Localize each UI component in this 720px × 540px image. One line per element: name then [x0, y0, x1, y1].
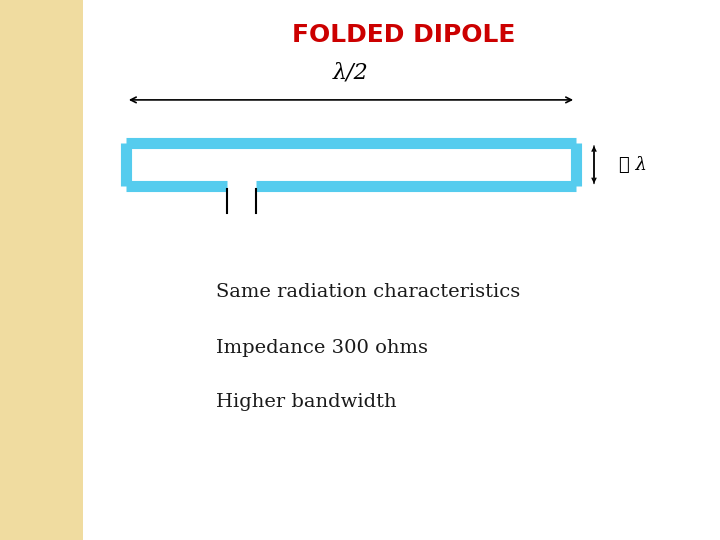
Text: Higher bandwidth: Higher bandwidth — [216, 393, 397, 411]
Text: ≪ λ: ≪ λ — [619, 156, 647, 174]
Text: Same radiation characteristics: Same radiation characteristics — [216, 282, 521, 301]
Text: λ/2: λ/2 — [333, 62, 369, 84]
Bar — [0, 0, 83, 540]
Text: Impedance 300 ohms: Impedance 300 ohms — [216, 339, 428, 357]
Text: FOLDED DIPOLE: FOLDED DIPOLE — [292, 23, 515, 47]
